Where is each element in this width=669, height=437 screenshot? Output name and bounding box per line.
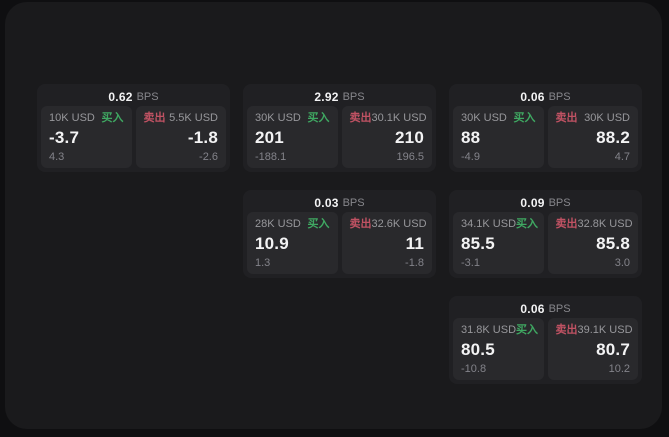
spread-value: 0.06 [520, 90, 545, 104]
sell-label: 卖出 [555, 112, 578, 124]
buy-amount: 30K USD [461, 112, 507, 124]
spread-value: 0.06 [520, 302, 545, 316]
sell-label: 卖出 [143, 112, 166, 124]
spread-header: 2.92 BPS [247, 88, 432, 106]
sell-label: 卖出 [349, 112, 372, 124]
buy-label: 买入 [516, 218, 539, 230]
spread-unit: BPS [548, 303, 571, 315]
quote-card: 0.03 BPS 28K USD 买入 10.9 1.3 卖出 32.6K US… [243, 190, 436, 278]
buy-amount: 31.8K USD [461, 324, 517, 336]
spread-unit: BPS [136, 91, 159, 103]
buy-price: 85.5 [461, 233, 495, 253]
sell-label: 卖出 [555, 324, 578, 336]
sell-panel[interactable]: 卖出 30.1K USD 210 196.5 [341, 106, 432, 168]
buy-label: 买入 [307, 112, 330, 124]
quote-card: 0.06 BPS 30K USD 买入 88 -4.9 卖出 30K USD [449, 84, 642, 172]
buy-amount: 34.1K USD [461, 218, 517, 230]
buy-panel[interactable]: 31.8K USD 买入 80.5 -10.8 [453, 318, 544, 380]
sell-label: 卖出 [349, 218, 372, 230]
spread-value: 0.62 [108, 90, 133, 104]
buy-panel[interactable]: 30K USD 买入 88 -4.9 [453, 106, 544, 168]
sell-amount: 39.1K USD [577, 324, 633, 336]
spread-header: 0.06 BPS [453, 300, 638, 318]
sell-panel[interactable]: 卖出 30K USD 88.2 4.7 [547, 106, 638, 168]
buy-panel[interactable]: 30K USD 买入 201 -188.1 [247, 106, 338, 168]
spread-value: 0.03 [314, 196, 339, 210]
sell-panel[interactable]: 卖出 32.6K USD 11 -1.8 [341, 212, 432, 274]
buy-price: 10.9 [255, 233, 289, 253]
buy-delta: 4.3 [49, 151, 65, 163]
buy-price: 80.5 [461, 339, 495, 359]
spread-value: 0.09 [520, 196, 545, 210]
sell-delta: 3.0 [614, 257, 630, 269]
buy-label: 买入 [516, 324, 539, 336]
buy-price: 88 [461, 127, 481, 147]
sell-price: 11 [405, 233, 424, 253]
sell-delta: 196.5 [396, 151, 424, 163]
sell-price: -1.8 [187, 127, 218, 147]
spread-unit: BPS [548, 91, 571, 103]
sell-amount: 32.6K USD [371, 218, 427, 230]
buy-price: -3.7 [49, 127, 80, 147]
sell-panel[interactable]: 卖出 39.1K USD 80.7 10.2 [547, 318, 638, 380]
buy-label: 买入 [101, 112, 124, 124]
quote-card: 0.62 BPS 10K USD 买入 -3.7 4.3 卖出 5.5K USD [37, 84, 230, 172]
spread-header: 0.06 BPS [453, 88, 638, 106]
buy-amount: 28K USD [255, 218, 301, 230]
sell-amount: 5.5K USD [169, 112, 218, 124]
buy-delta: 1.3 [255, 257, 271, 269]
buy-delta: -10.8 [461, 363, 487, 375]
quote-card: 0.09 BPS 34.1K USD 买入 85.5 -3.1 卖出 32.8K… [449, 190, 642, 278]
sell-delta: -2.6 [199, 151, 218, 163]
buy-label: 买入 [513, 112, 536, 124]
main-panel: 0.62 BPS 10K USD 买入 -3.7 4.3 卖出 5.5K USD [5, 2, 662, 429]
sell-price: 88.2 [596, 127, 630, 147]
spread-unit: BPS [342, 91, 365, 103]
buy-delta: -3.1 [461, 257, 480, 269]
spread-header: 0.03 BPS [247, 194, 432, 212]
buy-amount: 30K USD [255, 112, 301, 124]
spread-header: 0.09 BPS [453, 194, 638, 212]
sell-amount: 32.8K USD [577, 218, 633, 230]
sell-panel[interactable]: 卖出 5.5K USD -1.8 -2.6 [135, 106, 226, 168]
buy-panel[interactable]: 34.1K USD 买入 85.5 -3.1 [453, 212, 544, 274]
buy-delta: -4.9 [461, 151, 480, 163]
spread-header: 0.62 BPS [41, 88, 226, 106]
sell-price: 210 [395, 127, 424, 147]
buy-amount: 10K USD [49, 112, 95, 124]
sell-label: 卖出 [555, 218, 578, 230]
buy-panel[interactable]: 10K USD 买入 -3.7 4.3 [41, 106, 132, 168]
sell-delta: -1.8 [405, 257, 424, 269]
sell-delta: 4.7 [614, 151, 630, 163]
sell-price: 85.8 [596, 233, 630, 253]
sell-delta: 10.2 [608, 363, 630, 375]
buy-panel[interactable]: 28K USD 买入 10.9 1.3 [247, 212, 338, 274]
spread-unit: BPS [342, 197, 365, 209]
spread-unit: BPS [548, 197, 571, 209]
sell-panel[interactable]: 卖出 32.8K USD 85.8 3.0 [547, 212, 638, 274]
quote-card: 2.92 BPS 30K USD 买入 201 -188.1 卖出 30.1K … [243, 84, 436, 172]
buy-delta: -188.1 [255, 151, 287, 163]
quote-card: 0.06 BPS 31.8K USD 买入 80.5 -10.8 卖出 39.1… [449, 296, 642, 384]
sell-amount: 30.1K USD [371, 112, 427, 124]
sell-price: 80.7 [596, 339, 630, 359]
buy-label: 买入 [307, 218, 330, 230]
sell-amount: 30K USD [584, 112, 630, 124]
spread-value: 2.92 [314, 90, 339, 104]
buy-price: 201 [255, 127, 284, 147]
